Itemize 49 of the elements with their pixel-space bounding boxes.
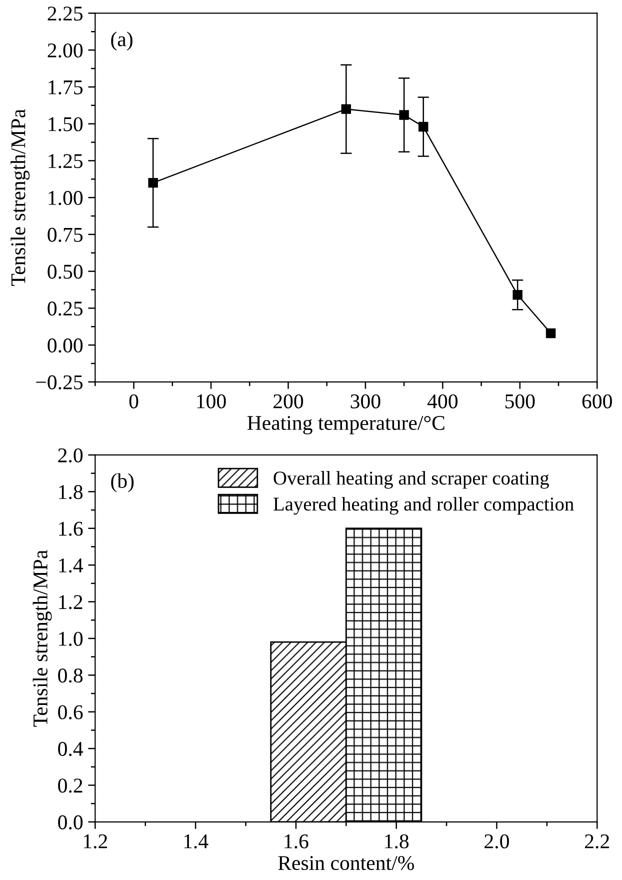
y-tick-label: 1.0 (59, 632, 83, 646)
point (148, 178, 158, 188)
y-tick-label: −0.25 (36, 375, 83, 390)
y-axis-title: Tensile strength/MPa (32, 550, 52, 727)
point (399, 110, 409, 120)
x-tick-label: 200 (274, 394, 304, 408)
y-tick-label: 1.6 (59, 522, 83, 536)
y-tick-label: 0.4 (58, 742, 84, 756)
point (418, 122, 428, 132)
x-tick-label: 2.2 (585, 834, 609, 848)
x-tick-label: 600 (582, 394, 612, 408)
annotation: (a) (111, 32, 132, 51)
point (546, 328, 556, 338)
y-tick-label: 2.0 (58, 448, 83, 462)
y-tick-label: 0.75 (48, 228, 83, 242)
x-tick-label: 1.6 (284, 834, 308, 848)
point (512, 290, 522, 300)
y-tick-label: 1.4 (59, 558, 84, 573)
x-axis-title: Heating temperature/°C (247, 416, 444, 434)
legend-label: Layered heating and roller compaction (273, 496, 574, 515)
y-tick-label: 0.25 (48, 302, 83, 316)
point (341, 104, 352, 114)
x-tick-label: 300 (350, 394, 380, 408)
x-tick-label: 0 (129, 394, 138, 408)
annotation: (b) (111, 473, 134, 492)
x-tick-label: 1.4 (184, 834, 208, 848)
y-tick-label: 0.8 (58, 668, 83, 683)
y-tick-label: 1.50 (48, 117, 83, 132)
y-tick-label: 0.6 (58, 705, 83, 720)
y-tick-label: 1.8 (59, 485, 83, 500)
y-tick-label: 1.2 (59, 595, 82, 610)
x-tick-label: 1.8 (385, 834, 409, 848)
y-tick-label: 0.00 (48, 338, 83, 353)
y-tick-label: 1.25 (48, 154, 83, 168)
y-tick-label: 1.75 (48, 80, 83, 94)
x-tick-label: 1.2 (84, 834, 108, 848)
y-tick-label: 0.2 (58, 778, 82, 793)
y-tick-label: 0.0 (58, 815, 83, 830)
x-tick-label: 2.0 (484, 834, 509, 848)
y-tick-label: 0.50 (48, 264, 83, 279)
legend-label: Overall heating and scraper coating (274, 471, 549, 489)
x-tick-label: 100 (197, 394, 226, 408)
y-tick-label: 2.00 (48, 43, 83, 58)
y-tick-label: 1.00 (48, 190, 83, 206)
x-axis-title: Resin content/% (278, 856, 414, 870)
y-tick-label: 2.25 (48, 6, 83, 21)
y-axis-title: Tensile strength/MPa (10, 109, 30, 286)
x-tick-label: 500 (505, 394, 535, 408)
x-tick-label: 400 (427, 394, 458, 408)
